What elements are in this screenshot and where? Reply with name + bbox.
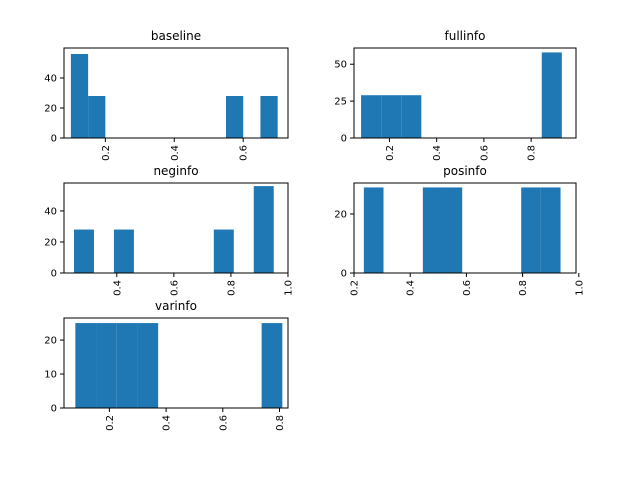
y-tick-label: 25 — [334, 97, 347, 108]
histogram-bar — [361, 95, 382, 138]
histogram-bar — [442, 187, 463, 273]
x-tick-label: 0.8 — [226, 280, 237, 296]
y-tick-label: 20 — [334, 209, 347, 220]
x-tick-label: 0.4 — [112, 280, 123, 296]
x-tick-label: 1.0 — [574, 280, 585, 296]
histogram-bar — [73, 229, 94, 273]
histogram-bar — [541, 52, 562, 138]
axes-frame — [63, 317, 289, 409]
subplot-neginfo: neginfo 0 20 40 0.4 0.6 0.8 1.0 — [44, 164, 294, 296]
axes-frame — [353, 182, 577, 274]
histogram-bar — [261, 323, 283, 408]
histogram-bar — [540, 187, 561, 273]
axes-frame — [353, 47, 577, 139]
subplot-title: varinfo — [155, 299, 197, 313]
y-tick-label: 20 — [44, 336, 57, 347]
x-tick-label: 0.2 — [385, 145, 396, 161]
y-tick-label: 0 — [341, 134, 347, 145]
y-tick-label: 50 — [334, 60, 347, 71]
x-tick-label: 0.2 — [350, 280, 361, 296]
x-tick-label: 0.6 — [479, 145, 490, 161]
histogram-bar — [401, 95, 422, 138]
y-tick-label: 0 — [51, 134, 57, 145]
y-tick-label: 10 — [44, 370, 57, 381]
x-tick-label: 0.4 — [432, 145, 443, 161]
histogram-bar — [96, 323, 117, 408]
x-tick-label: 0.6 — [169, 280, 180, 296]
x-tick-label: 0.2 — [101, 145, 112, 161]
axes-frame — [63, 182, 289, 274]
x-tick-label: 0.4 — [406, 280, 417, 296]
subplot-baseline: baseline 0 20 40 0.2 0.4 0.6 — [44, 29, 289, 161]
x-tick-label: 1.0 — [284, 280, 295, 296]
subplot-posinfo: posinfo 0 20 0.2 0.4 0.6 0.8 1.0 — [334, 164, 585, 296]
y-tick-label: 20 — [44, 237, 57, 248]
y-tick-label: 40 — [44, 74, 57, 85]
x-tick-label: 0.8 — [518, 280, 529, 296]
x-tick-label: 0.8 — [527, 145, 538, 161]
subplot-varinfo: varinfo 0 10 20 0.2 0.4 0.6 0.8 — [44, 299, 289, 431]
subplot-title: posinfo — [443, 164, 487, 178]
subplot-fullinfo: fullinfo 0 25 50 0.2 0.4 0.6 0.8 — [334, 29, 577, 161]
axes-frame — [63, 47, 289, 139]
subplot-title: baseline — [151, 29, 201, 43]
x-tick-label: 0.2 — [105, 415, 116, 431]
histogram-bar — [88, 96, 106, 138]
histogram-bar — [422, 187, 443, 273]
histogram-bar — [75, 323, 97, 408]
x-tick-label: 0.6 — [239, 145, 250, 161]
histogram-bar — [253, 186, 274, 273]
histogram-bar — [70, 54, 89, 138]
histogram-bar — [521, 187, 541, 273]
x-tick-label: 0.8 — [275, 415, 286, 431]
histogram-bar — [363, 187, 384, 273]
subplot-title: neginfo — [153, 164, 198, 178]
y-tick-label: 20 — [44, 104, 57, 115]
histogram-bar — [213, 229, 234, 273]
subplot-title: fullinfo — [444, 29, 485, 43]
histogram-bar — [381, 95, 402, 138]
x-tick-label: 0.6 — [218, 415, 229, 431]
histogram-bar — [137, 323, 159, 408]
y-tick-label: 40 — [44, 206, 57, 217]
x-tick-label: 0.6 — [462, 280, 473, 296]
y-tick-label: 0 — [51, 404, 57, 415]
y-tick-label: 0 — [51, 269, 57, 280]
histogram-bar — [116, 323, 138, 408]
x-tick-label: 0.4 — [170, 145, 181, 161]
histogram-bar — [113, 229, 134, 273]
histogram-bar — [260, 96, 278, 138]
x-tick-label: 0.4 — [162, 415, 173, 431]
y-tick-label: 0 — [341, 269, 347, 280]
histogram-bar — [225, 96, 244, 138]
